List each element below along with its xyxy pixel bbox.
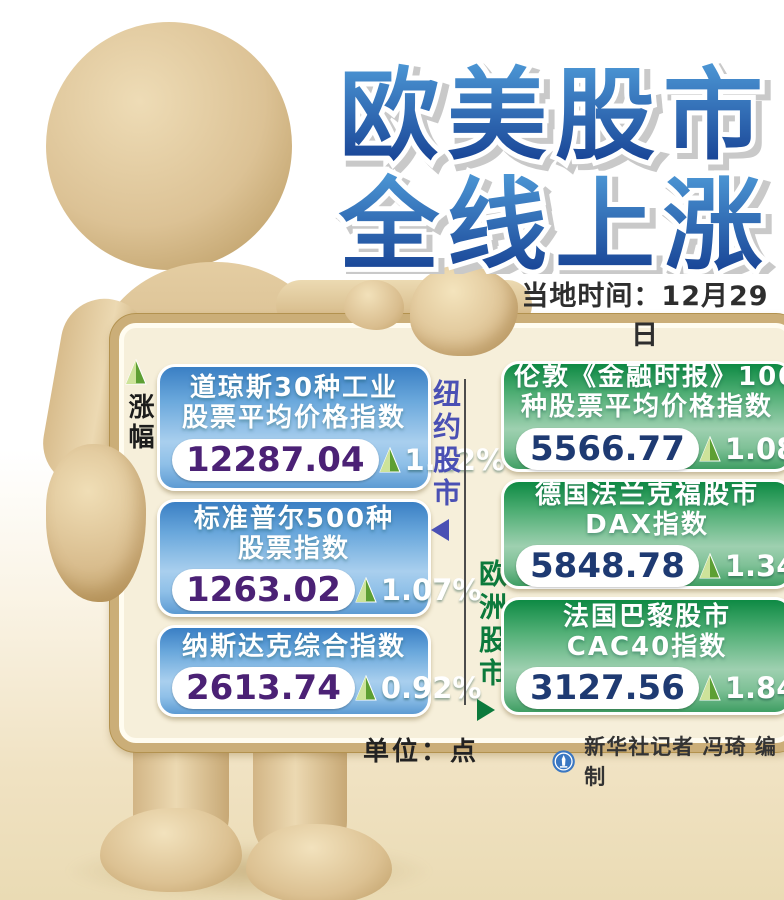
rise-legend-label: 涨幅 <box>124 393 154 453</box>
headline-line2-shadow: 全线上涨 <box>344 173 777 274</box>
index-name: DAX指数 <box>585 509 709 540</box>
index-value: 5566.77 <box>516 427 699 470</box>
index-card-cac40: 法国巴黎股市 CAC40指数 3127.56 1.84% <box>501 597 784 715</box>
up-triangle-icon <box>378 446 401 473</box>
figure-right-hand <box>410 266 518 356</box>
index-name: 纳斯达克综合指数 <box>181 631 406 662</box>
up-triangle-icon <box>699 553 721 579</box>
figure-left-foot <box>100 808 242 892</box>
credit-line: 新华社记者 冯琦 编制 <box>552 731 784 791</box>
index-card-ftse100: 伦敦《金融时报》100 种股票平均价格指数 5566.77 1.08% <box>501 361 784 472</box>
index-change: 1.08% <box>724 431 784 466</box>
figure-right-foot <box>246 824 392 900</box>
headline: 欧美股市 欧美股市 全线上涨 全线上涨 <box>333 52 777 274</box>
index-name: 股票指数 <box>237 533 350 564</box>
index-card-sp500: 标准普尔500种 股票指数 1263.02 1.07% <box>157 499 481 617</box>
unit-label: 单位：点 <box>363 737 480 767</box>
date-label: 当地时间：12月29日 <box>521 281 769 351</box>
right-arrow-icon <box>477 699 495 721</box>
index-change: 1.34% <box>724 549 784 584</box>
up-triangle-icon <box>699 675 721 701</box>
index-card-dax: 德国法兰克福股市 DAX指数 5848.78 1.34% <box>501 479 784 589</box>
headline-line2: 全线上涨 <box>338 167 771 274</box>
figure-right-thumb <box>344 280 404 330</box>
market-divider <box>464 379 466 705</box>
index-name: 法国巴黎股市 <box>562 601 731 632</box>
index-value: 1263.02 <box>172 569 355 612</box>
up-triangle-icon <box>355 577 377 603</box>
index-value: 3127.56 <box>516 667 699 710</box>
rise-legend: 涨幅 <box>121 359 154 453</box>
up-triangle-icon <box>699 435 721 462</box>
credit-text: 新华社记者 冯琦 编制 <box>584 735 777 789</box>
figure-head <box>46 22 292 270</box>
index-value: 2613.74 <box>172 667 355 710</box>
index-name: 股票平均价格指数 <box>181 403 406 433</box>
index-name: 道琼斯30种工业 <box>189 373 399 404</box>
left-arrow-icon <box>431 519 449 541</box>
index-name: CAC40指数 <box>566 631 728 662</box>
market-label-newyork: 纽约股市 <box>429 379 462 511</box>
index-name: 标准普尔500种 <box>193 503 395 534</box>
up-triangle-icon <box>355 675 377 701</box>
index-name: 伦敦《金融时报》100 <box>514 362 784 393</box>
index-change: 0.92% <box>380 671 482 706</box>
up-triangle-icon <box>125 359 147 385</box>
xinhua-logo-icon <box>552 749 575 773</box>
index-card-nasdaq: 纳斯达克综合指数 2613.74 0.92% <box>157 625 481 717</box>
index-change: 1.07% <box>380 573 482 608</box>
index-change: 1.84% <box>724 671 784 706</box>
index-name: 种股票平均价格指数 <box>520 392 773 422</box>
headline-line1-shadow: 欧美股市 <box>345 63 777 180</box>
index-change: 1.12% <box>404 442 506 477</box>
index-value: 12287.04 <box>172 438 379 481</box>
headline-line1: 欧美股市 <box>339 57 771 174</box>
index-value: 5848.78 <box>516 545 699 588</box>
index-name: 德国法兰克福股市 <box>534 479 759 510</box>
figure-left-hand <box>46 444 146 602</box>
index-card-dow: 道琼斯30种工业 股票平均价格指数 12287.04 1.12% <box>157 364 505 491</box>
data-board: 涨幅 道琼斯30种工业 股票平均价格指数 12287.04 1.12% 标准普尔… <box>110 314 784 752</box>
